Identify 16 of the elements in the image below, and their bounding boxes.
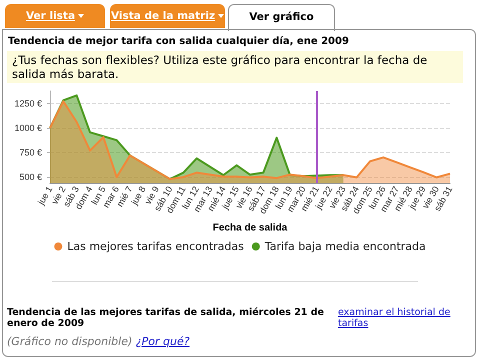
- x-axis-title: Fecha de salida: [212, 222, 288, 234]
- text: Tendencia de las mejores tarifas de salida, miércoles 21 de enero de 2009: [7, 307, 325, 329]
- legend-label: Tarifa baja media encontrada: [264, 240, 426, 253]
- chart-title: Tendencia de mejor tarifa con salida cualquier día, ene 2009: [8, 36, 349, 47]
- text: Ver gráfico: [249, 11, 314, 23]
- text: (Gráfico no disponible): [7, 335, 132, 348]
- text: ¿Por qué?: [136, 335, 190, 348]
- y-tick-label: 500 €: [19, 172, 42, 182]
- text: Ver lista: [26, 10, 76, 22]
- legend-label: Las mejores tarifas encontradas: [67, 240, 244, 253]
- text: examinar el historial de tarifas: [338, 307, 452, 329]
- y-tick-label: 1250 €: [14, 98, 42, 108]
- chart-subtitle: ¿Tus fechas son flexibles? Utiliza este gráfico para encontrar la fecha de salida más barata.: [7, 51, 463, 83]
- y-tick-label: 1000 €: [14, 122, 42, 133]
- text: Vista de la matriz: [110, 10, 216, 22]
- y-tick-label: 750 €: [19, 147, 42, 158]
